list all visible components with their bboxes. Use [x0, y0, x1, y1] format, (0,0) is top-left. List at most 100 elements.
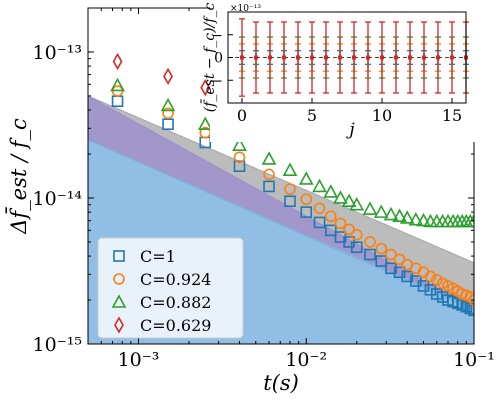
point-triangle [383, 206, 399, 221]
point-square [456, 299, 468, 311]
inset-point [394, 55, 398, 60]
point-triangle [349, 196, 365, 211]
point-square [417, 280, 430, 292]
point-square [424, 284, 437, 296]
point-circle [300, 193, 313, 206]
point-square [313, 216, 326, 229]
inset-point [380, 55, 384, 60]
legend-marker-square [113, 250, 125, 262]
inset-point [296, 55, 300, 60]
point-circle [424, 270, 437, 283]
point-square [430, 288, 443, 300]
series-square [111, 95, 474, 317]
point-square [284, 195, 296, 208]
point-circle [313, 202, 326, 215]
point-square [350, 241, 363, 254]
point-triangle [261, 151, 277, 165]
point-triangle [399, 210, 415, 224]
legend-label: C=0.629 [140, 316, 211, 335]
y-axis-label: Δf̄_est / f_c [5, 118, 31, 235]
inset-point [408, 55, 412, 60]
point-triangle [197, 116, 213, 131]
point-square [162, 118, 174, 131]
point-triangle [232, 137, 247, 151]
inset-background [210, 2, 478, 142]
point-circle [430, 274, 443, 286]
point-diamond [112, 52, 123, 71]
point-triangle [312, 178, 327, 193]
series-triangle [110, 77, 474, 228]
legend: C=1 C=0.924 C=0.882 C=0.629 [97, 237, 244, 339]
point-circle [233, 151, 246, 164]
inset-scale-label: ×10⁻¹³ [230, 4, 261, 14]
inset-point [310, 55, 314, 60]
point-triangle [373, 204, 389, 218]
point-square [233, 160, 246, 173]
legend-marker-circle [113, 273, 125, 285]
point-circle [334, 217, 347, 230]
inset-y-tick-label: − [211, 28, 223, 44]
point-square [375, 255, 388, 267]
inset-point [324, 55, 328, 60]
point-diamond [163, 67, 173, 86]
inset-x-tick-label: 10 [372, 106, 392, 125]
point-diamond [200, 78, 211, 97]
x-tick-label: 10⁻² [285, 349, 327, 371]
inset-point [366, 55, 370, 60]
y-tick-label: 10⁻¹⁵ [33, 334, 82, 356]
inset-y-axis-label: (f̄_est − f_c)/f_c [200, 3, 218, 113]
point-square [263, 180, 275, 193]
inset-point [240, 55, 244, 60]
legend-label: C=0.882 [140, 293, 211, 312]
inset-point [436, 55, 440, 60]
point-triangle [298, 171, 314, 185]
point-triangle [416, 212, 431, 227]
inset-x-tick-label: 15 [442, 106, 462, 125]
point-square [460, 300, 473, 313]
point-square [385, 262, 397, 275]
inset-point [450, 55, 454, 60]
legend-marker-triangle [111, 294, 127, 308]
point-circle [375, 242, 388, 255]
inset-point [422, 55, 426, 60]
inset-point [268, 55, 272, 60]
point-square [324, 224, 337, 237]
point-triangle [362, 201, 378, 215]
point-circle [324, 210, 337, 223]
point-circle [468, 294, 474, 306]
inset-point [254, 55, 258, 60]
series-circle [111, 85, 474, 306]
point-circle [393, 253, 406, 266]
point-circle [364, 236, 376, 248]
point-circle [350, 228, 363, 241]
point-circle [464, 291, 474, 303]
point-triangle [160, 97, 176, 112]
y-tick-label: 10⁻¹⁴ [33, 188, 83, 210]
legend-box [97, 237, 244, 339]
point-triangle [392, 208, 407, 223]
point-circle [343, 223, 355, 236]
point-triangle [323, 184, 339, 198]
main-plot: 10⁻³ 10⁻² 10⁻¹ 10⁻¹⁵ 10⁻¹⁴ 10⁻¹³ t(s) Δf̄_est /… [5, 7, 495, 395]
point-square [468, 304, 474, 317]
inset-point [352, 55, 356, 60]
legend-label: C=1 [140, 247, 176, 266]
point-square [300, 206, 313, 218]
x-axis-label: t(s) [263, 371, 299, 395]
point-triangle [408, 212, 424, 226]
point-circle [284, 183, 296, 195]
point-triangle [333, 190, 348, 204]
y-tick-label: 10⁻¹³ [33, 42, 82, 64]
inset-y-tick-label: 0 [214, 51, 223, 67]
point-circle [263, 168, 275, 181]
inset-x-tick-label: 5 [307, 106, 317, 125]
x-tick-label: 10⁻¹ [453, 349, 495, 371]
inset-point [282, 55, 286, 60]
legend-marker-diamond [114, 316, 124, 334]
inset-x-axis-label: j [345, 120, 355, 140]
point-triangle [341, 193, 357, 208]
point-square [111, 95, 124, 108]
point-triangle [110, 77, 125, 92]
